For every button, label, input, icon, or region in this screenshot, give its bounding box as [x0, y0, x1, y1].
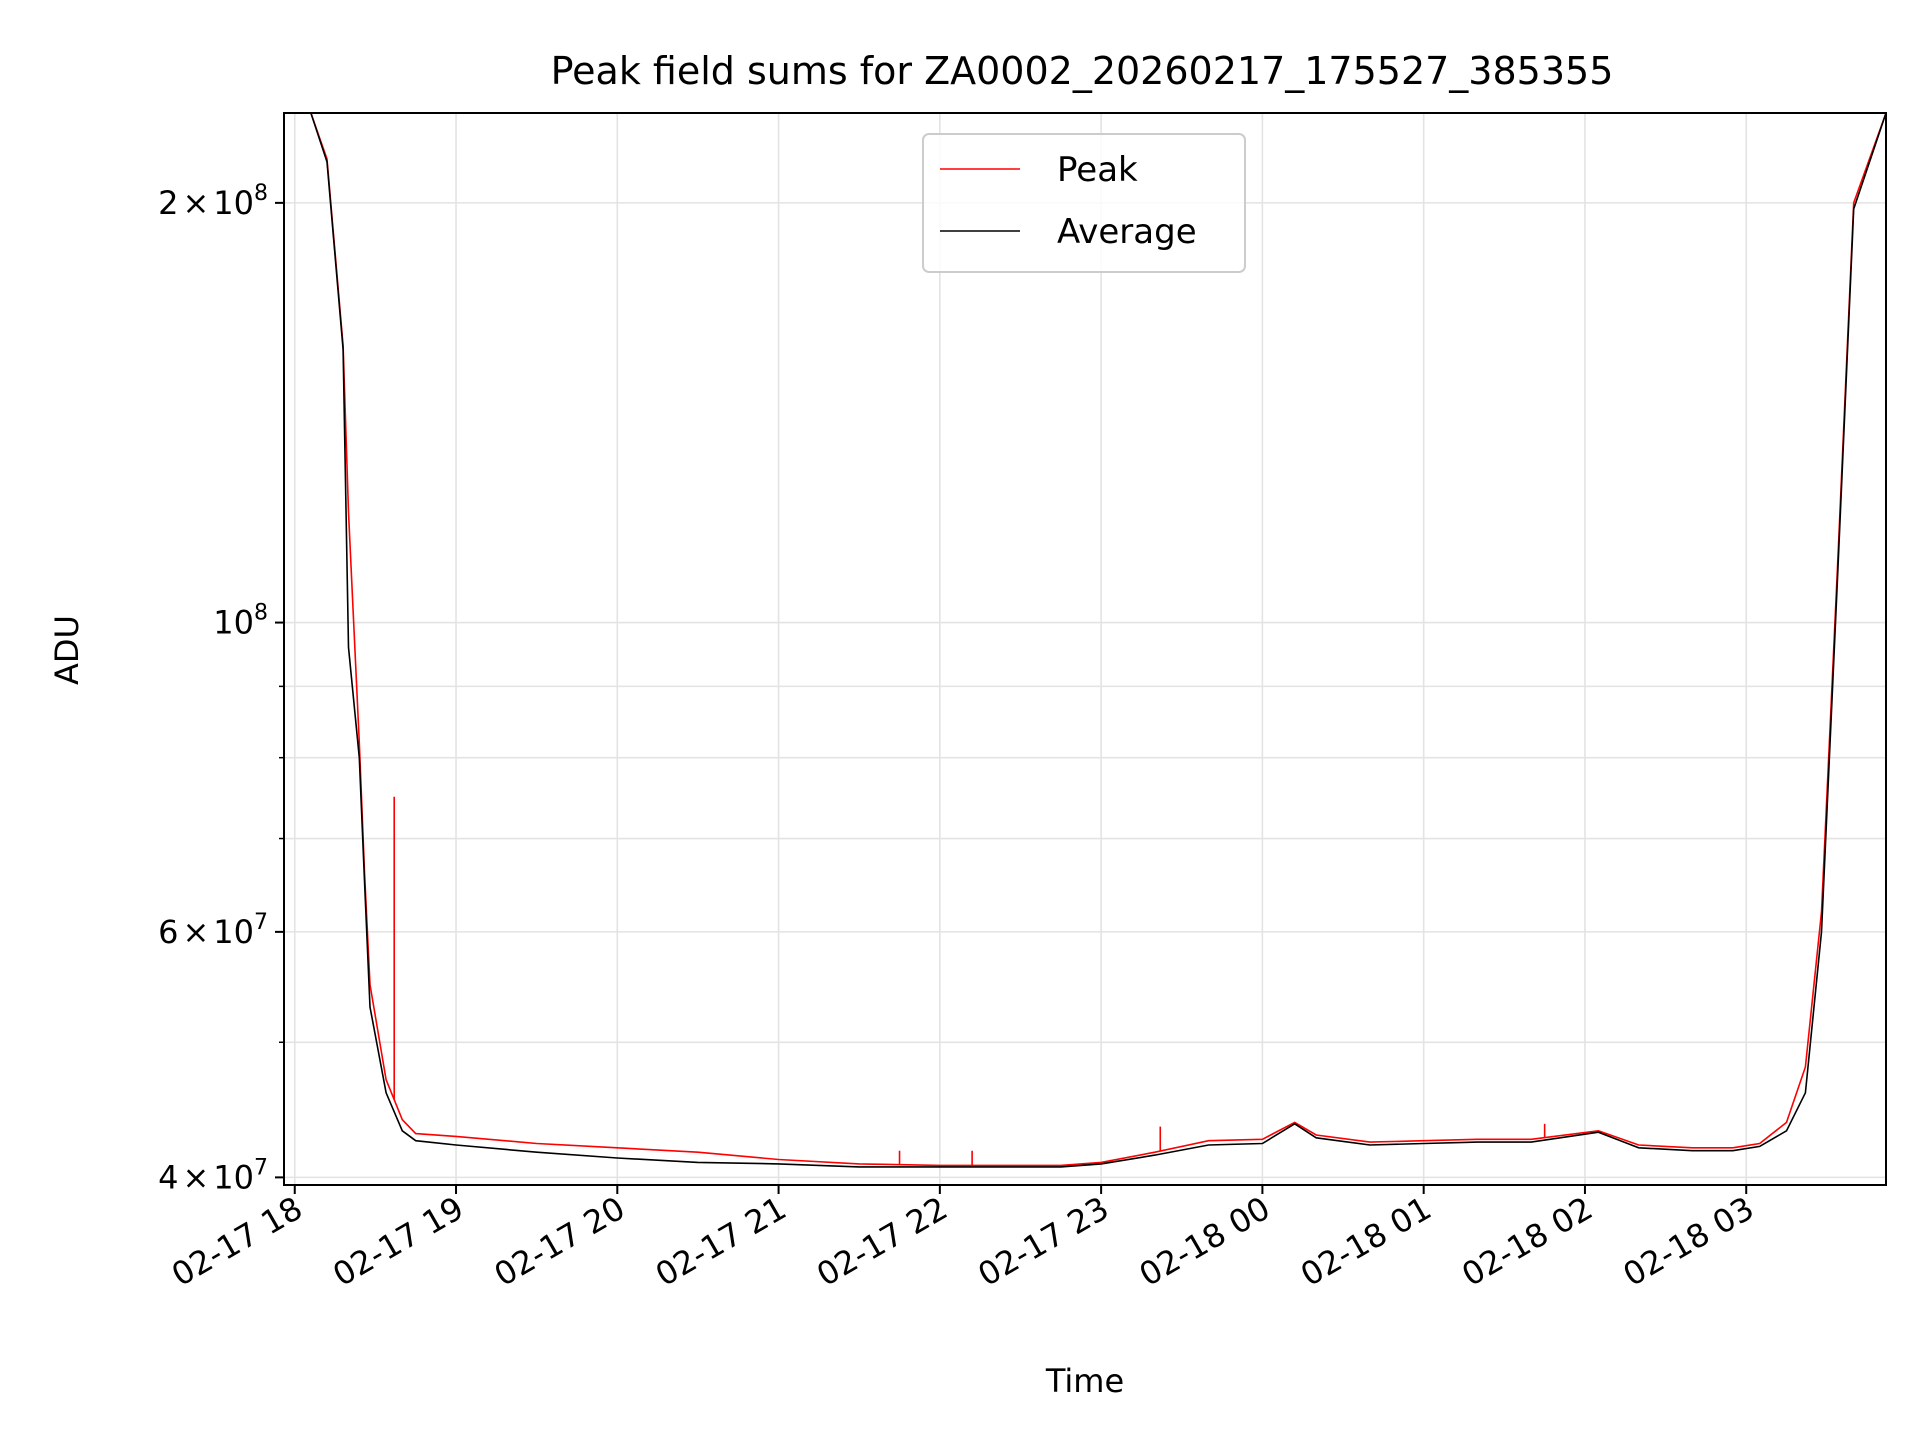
x-axis-label: Time — [1045, 1362, 1124, 1400]
y-tick-times: × — [182, 184, 209, 222]
y-tick-exponent: 7 — [254, 910, 268, 935]
legend-label-peak: Peak — [1057, 150, 1138, 190]
y-tick-exponent: 8 — [254, 181, 268, 206]
y-tick-label: 6 × 107 — [158, 910, 268, 951]
y-tick-base: 10 — [213, 1158, 254, 1196]
y-tick-mantissa: 2 — [158, 184, 178, 222]
series-average-line — [284, 113, 1886, 1168]
y-tick-times: × — [182, 913, 209, 951]
legend-label-average: Average — [1057, 212, 1197, 252]
y-tick-mantissa: 4 — [158, 1158, 178, 1196]
plot-area — [284, 113, 1886, 1168]
chart-title: Peak field sums for ZA0002_20260217_1755… — [551, 49, 1614, 93]
y-tick-exponent: 7 — [254, 1155, 268, 1180]
y-tick-label: 2 × 108 — [158, 181, 268, 222]
y-tick-label: 108 — [213, 601, 268, 642]
y-tick-base: 10 — [213, 604, 254, 642]
y-tick-exponent: 8 — [254, 601, 268, 626]
y-tick-mantissa: 6 — [158, 913, 178, 951]
y-axis-label: ADU — [48, 615, 86, 685]
axes-frame — [283, 112, 1887, 1186]
y-tick-base: 10 — [213, 184, 254, 222]
y-tick-times: × — [182, 1158, 209, 1196]
y-tick-base: 10 — [213, 913, 254, 951]
legend: Peak Average — [922, 133, 1246, 273]
y-tick-label: 4 × 107 — [158, 1155, 268, 1196]
